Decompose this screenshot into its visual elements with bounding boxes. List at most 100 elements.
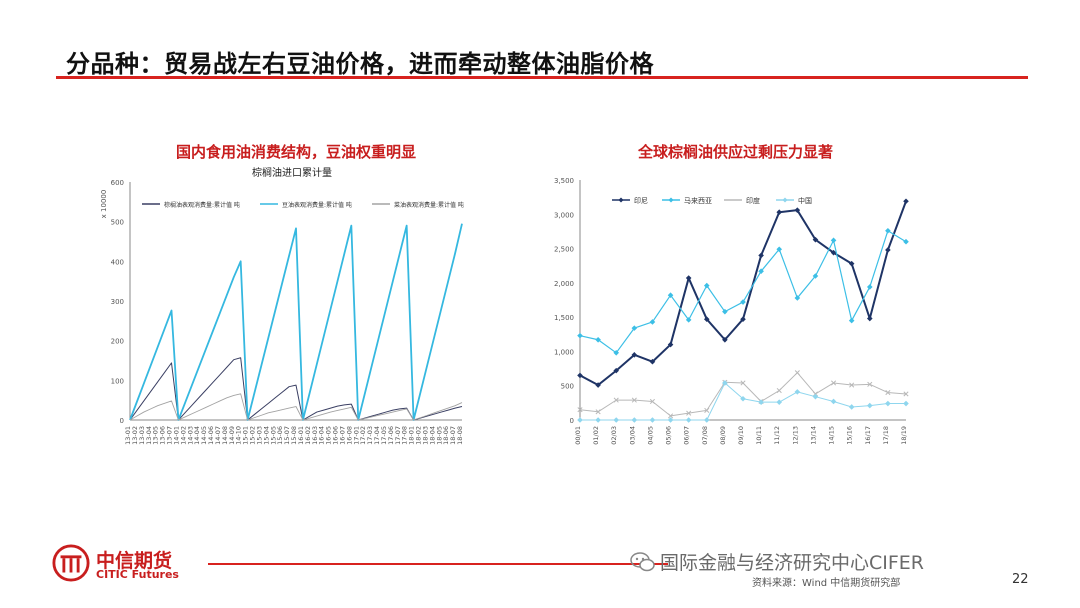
x-tick-label: 14-09 bbox=[228, 426, 236, 445]
x-tick-label: 14-06 bbox=[207, 426, 215, 445]
data-point bbox=[885, 227, 891, 234]
x-tick-label: 15-05 bbox=[269, 426, 277, 445]
right-line-chart: 0 500 1,000 1,500 2,000 2,500 3,000 3,500 00/01 0… bbox=[554, 177, 909, 445]
x-tick-label: 15-04 bbox=[262, 426, 270, 445]
x-tick-label: 18-07 bbox=[449, 426, 457, 445]
data-point bbox=[667, 341, 674, 348]
data-point bbox=[685, 317, 692, 323]
data-point bbox=[903, 238, 909, 245]
left-chart-subtitle: 棕榈油进口累计量 bbox=[252, 168, 332, 179]
series-line-1 bbox=[579, 200, 907, 387]
x-tick-label: 18-03 bbox=[421, 426, 429, 445]
x-tick-label: 14-10 bbox=[235, 426, 243, 445]
y-tick-label: 500 bbox=[111, 219, 124, 227]
legend-marker bbox=[668, 197, 674, 203]
y-tick-label: 2,500 bbox=[554, 246, 574, 254]
data-point bbox=[848, 260, 855, 267]
data-point bbox=[776, 399, 783, 405]
data-point bbox=[812, 393, 819, 400]
x-tick-label: 14-03 bbox=[186, 426, 194, 445]
x-tick-label: 16-03 bbox=[311, 426, 319, 445]
y-tick-label: 1,000 bbox=[554, 348, 574, 356]
x-tick-label: 08/09 bbox=[719, 426, 727, 445]
title-divider bbox=[56, 76, 1028, 79]
data-point bbox=[613, 350, 620, 356]
x-tick-label: 14-08 bbox=[221, 426, 229, 445]
y-tick-label: 500 bbox=[561, 383, 574, 391]
x-tick-label: 16-06 bbox=[332, 426, 340, 445]
data-point bbox=[794, 370, 800, 376]
data-point bbox=[595, 336, 601, 343]
x-tick-label: 14/15 bbox=[828, 426, 836, 445]
series-line-3 bbox=[129, 393, 463, 421]
data-point bbox=[866, 315, 873, 322]
x-tick-label: 17-01 bbox=[352, 426, 360, 445]
x-tick-label: 13-07 bbox=[166, 426, 174, 445]
data-point bbox=[848, 404, 855, 410]
x-tick-label: 16-08 bbox=[345, 426, 353, 445]
x-tick-label: 15-07 bbox=[283, 426, 291, 445]
x-tick-label: 18-02 bbox=[415, 426, 423, 445]
left-chart-title: 国内食用油消费结构，豆油权重明显 bbox=[176, 143, 417, 161]
data-point bbox=[649, 398, 655, 405]
y-tick-label: 1,500 bbox=[554, 314, 574, 322]
x-tick-label: 14-07 bbox=[214, 426, 222, 445]
data-point bbox=[903, 400, 909, 407]
x-tick-label: 17-04 bbox=[373, 426, 381, 445]
x-tick-label: 04/05 bbox=[646, 426, 654, 445]
x-tick-label: 11/12 bbox=[773, 426, 781, 445]
data-point bbox=[668, 413, 674, 419]
citic-logo-icon bbox=[52, 544, 90, 582]
x-tick-label: 14-01 bbox=[172, 426, 180, 445]
data-point bbox=[830, 237, 837, 244]
series-line-2 bbox=[129, 223, 463, 421]
wechat-icon bbox=[630, 552, 655, 572]
data-point bbox=[776, 246, 783, 253]
legend-marker bbox=[782, 197, 788, 203]
x-tick-label: 13-06 bbox=[159, 426, 167, 445]
x-tick-label: 18-01 bbox=[408, 426, 416, 445]
x-tick-label: 03/04 bbox=[628, 426, 636, 445]
x-tick-label: 09/10 bbox=[737, 426, 745, 445]
data-point bbox=[577, 417, 583, 423]
x-tick-label: 15-08 bbox=[290, 426, 298, 445]
data-point bbox=[885, 390, 891, 396]
x-tick-label: 13-01 bbox=[124, 426, 132, 445]
watermark-text: 国际金融与经济研究中心CIFER bbox=[660, 552, 925, 574]
x-tick-label: 17-06 bbox=[387, 426, 395, 445]
data-point bbox=[722, 308, 728, 315]
data-point bbox=[758, 399, 764, 405]
x-tick-label: 05/06 bbox=[665, 426, 673, 445]
data-point bbox=[885, 247, 891, 253]
y-tick-label: 300 bbox=[111, 298, 124, 306]
data-point bbox=[830, 249, 837, 256]
data-point bbox=[703, 417, 710, 423]
data-point bbox=[885, 400, 891, 407]
x-tick-label: 15-06 bbox=[276, 426, 284, 445]
x-tick-label: 16-01 bbox=[297, 426, 305, 445]
data-point bbox=[758, 268, 764, 274]
x-tick-label: 17-08 bbox=[401, 426, 409, 445]
y-tick-label: 0 bbox=[570, 417, 574, 425]
y-tick-label: 0 bbox=[120, 417, 124, 425]
data-point bbox=[577, 407, 583, 413]
series-line-2 bbox=[579, 230, 907, 354]
data-point bbox=[631, 352, 638, 358]
y-tick-label: 2,000 bbox=[554, 280, 574, 288]
source-note: 资料来源：Wind 中信期货研究部 bbox=[752, 578, 901, 589]
data-point bbox=[667, 292, 674, 298]
x-tick-label: 15-02 bbox=[249, 426, 257, 445]
x-tick-label: 18-04 bbox=[428, 426, 436, 445]
x-tick-label: 18-08 bbox=[456, 426, 464, 445]
x-tick-label: 02/03 bbox=[610, 426, 618, 445]
x-tick-label: 16-07 bbox=[338, 426, 346, 445]
y-tick-label: 3,000 bbox=[554, 211, 574, 219]
x-tick-label: 13-05 bbox=[152, 426, 160, 445]
footer-divider bbox=[208, 563, 668, 565]
data-point bbox=[866, 402, 873, 409]
x-tick-label: 15-03 bbox=[255, 426, 263, 445]
x-tick-label: 17-05 bbox=[380, 426, 388, 445]
legend-label: 印尼 bbox=[634, 197, 648, 205]
x-tick-label: 13/14 bbox=[809, 426, 817, 445]
